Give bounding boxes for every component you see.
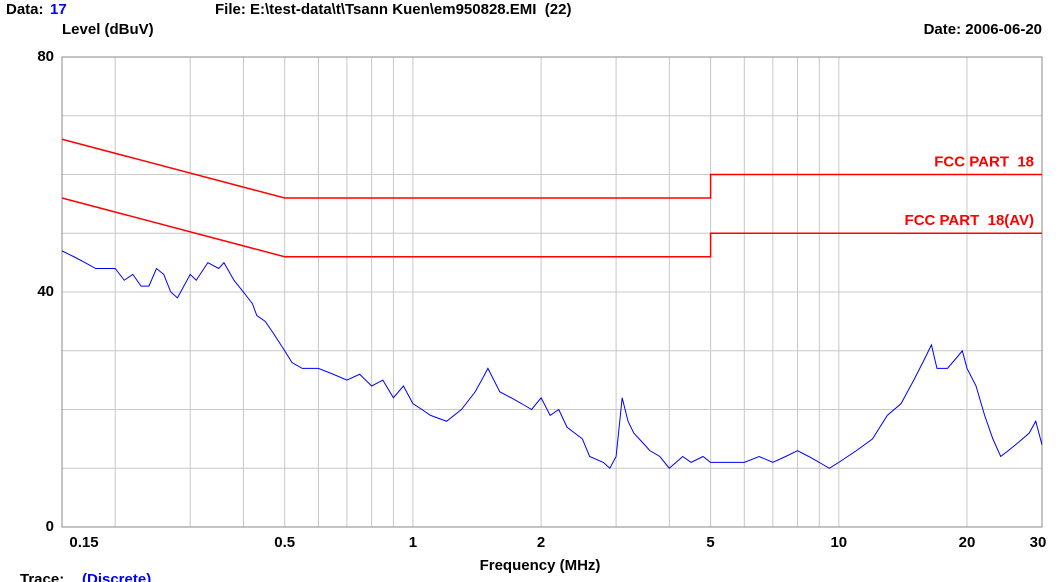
x-tick-label: 2 — [537, 534, 545, 551]
y-tick-label: 0 — [46, 518, 54, 535]
date: Date: 2006-06-20 — [924, 21, 1042, 38]
x-axis-label: Frequency (MHz) — [480, 557, 601, 574]
file-name: File: E:\test-data\t\Tsann Kuen\em950828… — [215, 1, 571, 18]
data-id: 17 — [50, 1, 67, 18]
series-line — [61, 138, 1042, 199]
trace-label: Trace: — [20, 571, 64, 582]
x-tick-label: 10 — [830, 534, 847, 551]
y-axis-label: Level (dBuV) — [62, 21, 154, 38]
limit-label: FCC PART 18 — [934, 153, 1034, 170]
x-tick-label: 20 — [959, 534, 976, 551]
data-label: Data: — [6, 1, 44, 18]
limit-label: FCC PART 18(AV) — [905, 212, 1034, 229]
plot-frame — [61, 56, 1043, 528]
trace-mode: (Discrete) — [82, 571, 151, 582]
series-line — [61, 197, 1042, 258]
series-line — [61, 250, 1043, 470]
y-tick-label: 40 — [37, 283, 54, 300]
x-tick-label: 0.5 — [274, 534, 295, 551]
x-tick-label: 5 — [706, 534, 714, 551]
y-tick-label: 80 — [37, 48, 54, 65]
x-tick-label: 1 — [409, 534, 417, 551]
x-tick-label: 30 — [1030, 534, 1047, 551]
x-tick-label: 0.15 — [69, 534, 98, 551]
